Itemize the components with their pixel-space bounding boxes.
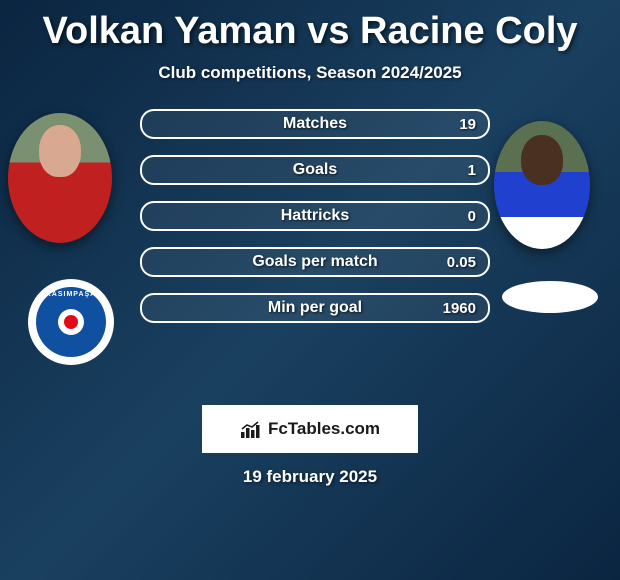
club-left-logo-inner: KASIMPAŞA <box>36 287 106 357</box>
brand-text: FcTables.com <box>268 419 380 439</box>
stat-label: Hattricks <box>281 207 349 225</box>
player-left-photo-bg <box>8 113 112 243</box>
stat-value-right: 1960 <box>443 300 476 317</box>
stat-value-right: 0 <box>468 208 476 225</box>
stats-list: Matches 19 Goals 1 Hattricks 0 Goals per… <box>140 109 490 339</box>
brand-chart-icon <box>240 420 262 438</box>
stat-row-goals-per-match: Goals per match 0.05 <box>140 247 490 277</box>
brand-box: FcTables.com <box>202 405 418 453</box>
stat-label: Goals per match <box>252 253 377 271</box>
stat-row-hattricks: Hattricks 0 <box>140 201 490 231</box>
player-left-head <box>39 125 81 177</box>
player-right-photo-bg <box>494 121 590 249</box>
stat-label: Matches <box>283 115 347 133</box>
club-left-logo-text: KASIMPAŞA <box>36 291 106 298</box>
stat-value-right: 1 <box>468 162 476 179</box>
stat-row-matches: Matches 19 <box>140 109 490 139</box>
page-title: Volkan Yaman vs Racine Coly <box>0 0 620 53</box>
player-right-photo <box>494 121 590 249</box>
stat-value-right: 0.05 <box>447 254 476 271</box>
date-text: 19 february 2025 <box>0 467 620 487</box>
stat-label: Goals <box>293 161 337 179</box>
stat-label: Min per goal <box>268 299 362 317</box>
player-left-photo <box>8 113 112 243</box>
stat-row-goals: Goals 1 <box>140 155 490 185</box>
club-left-flag-icon <box>64 315 78 329</box>
club-right-logo <box>502 281 598 313</box>
stat-row-min-per-goal: Min per goal 1960 <box>140 293 490 323</box>
comparison-panel: KASIMPAŞA Matches 19 Goals 1 Hattricks 0… <box>0 113 620 393</box>
club-left-logo-center <box>58 309 84 335</box>
stat-value-right: 19 <box>459 116 476 133</box>
subtitle: Club competitions, Season 2024/2025 <box>0 63 620 83</box>
player-right-head <box>521 135 563 185</box>
club-left-logo: KASIMPAŞA <box>28 279 114 365</box>
